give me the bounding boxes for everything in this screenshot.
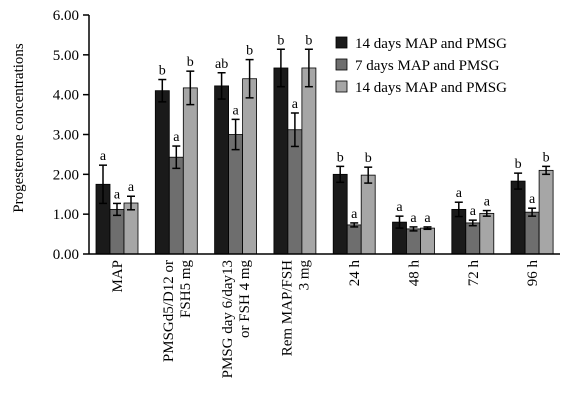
significance-label: a — [484, 195, 491, 210]
significance-label: a — [351, 207, 358, 222]
significance-label: b — [365, 151, 372, 166]
bar — [228, 134, 244, 255]
significance-label: b — [187, 55, 194, 70]
y-axis: 0.00 1.00 2.00 3.00 4.00 5.00 6.00 — [53, 8, 90, 263]
legend-label: 14 days MAP and PMSG — [355, 80, 507, 96]
x-tick-label: 3 mg — [296, 260, 312, 291]
bar — [538, 169, 554, 255]
x-tick-label: FSH5 mg — [178, 260, 194, 318]
significance-label: b — [159, 64, 166, 79]
significance-label: b — [277, 33, 284, 48]
legend-label: 14 days MAP and PMSG — [355, 36, 507, 52]
significance-label: a — [396, 200, 403, 215]
x-tick-label: 96 h — [525, 260, 541, 287]
x-tick-label: 48 h — [407, 260, 423, 287]
x-tick-label: PMSG day 6/day13 — [220, 260, 236, 378]
significance-label: b — [543, 150, 550, 165]
bar-group: b a b — [510, 150, 554, 255]
bar-group: b a b — [332, 150, 376, 255]
significance-label: a — [470, 204, 477, 219]
significance-label: a — [529, 192, 536, 207]
significance-label: a — [100, 149, 107, 164]
legend-swatch — [335, 36, 348, 49]
y-tick-label: 5.00 — [53, 48, 79, 64]
significance-label: b — [246, 44, 253, 59]
significance-label: ab — [215, 57, 228, 72]
bar — [301, 67, 317, 255]
bar-group: b a b — [273, 33, 317, 255]
significance-label: a — [292, 97, 299, 112]
legend-swatch — [335, 80, 348, 93]
bar — [123, 202, 139, 255]
significance-label: b — [337, 150, 344, 165]
significance-label: a — [173, 130, 180, 145]
legend-label: 7 days MAP and PMSG — [355, 58, 500, 74]
y-tick-label: 2.00 — [53, 167, 79, 183]
bar — [182, 87, 198, 255]
bar — [242, 78, 258, 255]
bar — [360, 174, 376, 255]
significance-label: a — [456, 186, 463, 201]
bar — [510, 180, 526, 255]
x-tick-label: or FSH 4 mg — [237, 260, 253, 338]
significance-label: a — [232, 103, 239, 118]
y-tick-label: 4.00 — [53, 88, 79, 104]
significance-label: b — [305, 33, 312, 48]
x-axis: MAP PMSGd5/D12 or FSH5 mg PMSG day 6/day13 o… — [89, 253, 560, 378]
bar-group: b a b — [154, 55, 198, 255]
bar — [154, 90, 170, 255]
bar — [168, 156, 184, 255]
bar — [346, 224, 362, 255]
bar — [406, 228, 421, 255]
bar — [420, 227, 435, 255]
legend-swatch — [335, 58, 348, 71]
y-tick-label: 1.00 — [53, 207, 79, 223]
x-tick-label: 72 h — [466, 260, 482, 287]
x-tick-label: MAP — [110, 260, 126, 293]
significance-label: a — [128, 180, 135, 195]
y-tick-label: 0.00 — [53, 247, 79, 263]
y-axis-label: Progesterone concentrations — [11, 43, 27, 213]
bar — [332, 173, 348, 255]
bar — [287, 129, 303, 255]
bar — [465, 222, 481, 255]
legend: 14 days MAP and PMSG 7 days MAP and PMSG 1… — [335, 36, 507, 96]
significance-label: a — [424, 211, 431, 226]
x-tick-label: PMSGd5/D12 or — [161, 260, 177, 362]
x-tick-label: Rem MAP/FSH — [279, 260, 295, 356]
significance-label: b — [515, 157, 522, 172]
bar-group: aaa — [451, 186, 495, 255]
significance-label: a — [410, 211, 417, 226]
bar — [524, 211, 540, 255]
bar — [479, 212, 495, 255]
y-tick-label: 6.00 — [53, 8, 79, 24]
x-tick-label: 24 h — [347, 260, 363, 287]
bar — [214, 85, 230, 255]
y-tick-label: 3.00 — [53, 128, 79, 144]
significance-label: a — [114, 187, 121, 202]
bar — [273, 67, 289, 255]
